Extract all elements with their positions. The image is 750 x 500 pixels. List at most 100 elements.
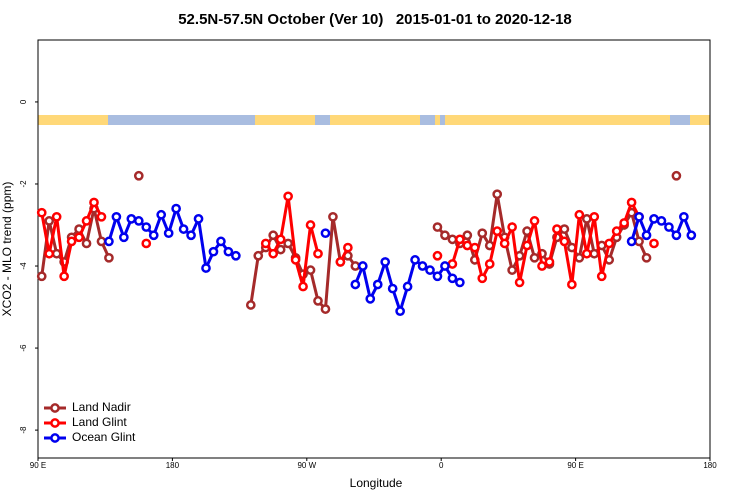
point bbox=[544, 257, 555, 267]
x-tick-label: 0 bbox=[439, 461, 444, 470]
point bbox=[119, 232, 129, 243]
point bbox=[260, 238, 271, 249]
y-tick-label: -6 bbox=[19, 344, 28, 352]
point bbox=[679, 211, 689, 222]
point bbox=[634, 211, 644, 222]
point bbox=[178, 224, 189, 234]
point bbox=[133, 216, 144, 226]
point bbox=[343, 242, 353, 253]
point bbox=[126, 213, 137, 224]
point bbox=[163, 228, 174, 239]
point bbox=[104, 236, 114, 247]
legend-marker bbox=[50, 433, 60, 443]
point bbox=[634, 236, 644, 247]
point bbox=[440, 261, 450, 271]
legend-marker bbox=[50, 418, 60, 428]
point bbox=[462, 230, 473, 241]
point bbox=[619, 218, 629, 228]
point bbox=[59, 271, 69, 282]
x-tick-label: 90 W bbox=[297, 461, 316, 470]
legend-entry: Land Glint bbox=[44, 415, 127, 429]
point bbox=[51, 248, 62, 259]
point bbox=[559, 224, 570, 234]
point bbox=[201, 263, 211, 273]
point bbox=[537, 261, 547, 271]
point bbox=[529, 252, 540, 263]
point bbox=[417, 261, 428, 271]
point bbox=[193, 213, 204, 224]
point bbox=[507, 265, 517, 275]
point bbox=[380, 257, 391, 267]
point bbox=[171, 203, 181, 214]
point bbox=[514, 277, 525, 288]
point bbox=[514, 250, 525, 261]
y-tick-label: -2 bbox=[19, 180, 28, 188]
point bbox=[432, 250, 443, 261]
point bbox=[671, 170, 682, 181]
point bbox=[208, 246, 219, 257]
point bbox=[328, 211, 338, 222]
legend-entry: Land Nadir bbox=[44, 400, 131, 414]
point bbox=[559, 236, 570, 247]
point bbox=[283, 191, 293, 202]
point bbox=[484, 259, 495, 269]
point bbox=[365, 293, 376, 304]
y-tick-label: -4 bbox=[19, 262, 28, 270]
point bbox=[305, 220, 316, 230]
point bbox=[589, 248, 600, 259]
point bbox=[596, 271, 607, 282]
point bbox=[305, 265, 316, 275]
point bbox=[604, 238, 615, 249]
point bbox=[626, 197, 637, 208]
point bbox=[425, 265, 435, 275]
point bbox=[186, 230, 196, 241]
point bbox=[268, 230, 279, 241]
point bbox=[51, 211, 62, 222]
point bbox=[432, 271, 443, 282]
point bbox=[477, 228, 488, 239]
point bbox=[686, 230, 697, 241]
point bbox=[656, 216, 667, 226]
point bbox=[410, 255, 420, 265]
chart-title: 52.5N-57.5N October (Ver 10) 2015-01-01 … bbox=[178, 11, 572, 28]
point bbox=[350, 279, 361, 290]
point bbox=[522, 226, 532, 237]
point bbox=[111, 211, 122, 222]
point bbox=[455, 277, 465, 288]
point bbox=[447, 273, 458, 284]
point bbox=[66, 236, 77, 247]
legend-marker bbox=[50, 403, 60, 413]
point bbox=[455, 234, 465, 245]
point bbox=[320, 228, 331, 239]
point bbox=[36, 207, 47, 218]
point bbox=[104, 252, 114, 263]
point bbox=[156, 209, 167, 220]
point bbox=[649, 238, 659, 249]
point bbox=[74, 232, 84, 243]
point bbox=[231, 250, 241, 261]
point bbox=[589, 211, 600, 222]
point bbox=[574, 252, 585, 263]
point bbox=[223, 246, 234, 257]
point bbox=[96, 236, 107, 247]
point bbox=[395, 306, 405, 316]
point bbox=[81, 238, 92, 249]
y-axis-label: XCO2 - MLO trend (ppm) bbox=[0, 182, 14, 317]
legend-label: Land Glint bbox=[72, 415, 127, 429]
point bbox=[581, 213, 592, 224]
point bbox=[440, 230, 450, 241]
point bbox=[469, 242, 480, 253]
point bbox=[604, 255, 615, 265]
point bbox=[148, 230, 159, 241]
point bbox=[567, 279, 577, 290]
point bbox=[81, 216, 92, 226]
point bbox=[649, 213, 659, 224]
point bbox=[298, 281, 308, 292]
plot-frame bbox=[37, 39, 711, 459]
point bbox=[313, 296, 323, 306]
point bbox=[96, 211, 107, 222]
point bbox=[313, 248, 323, 259]
x-tick-label: 90 E bbox=[30, 461, 46, 470]
point bbox=[387, 283, 398, 294]
